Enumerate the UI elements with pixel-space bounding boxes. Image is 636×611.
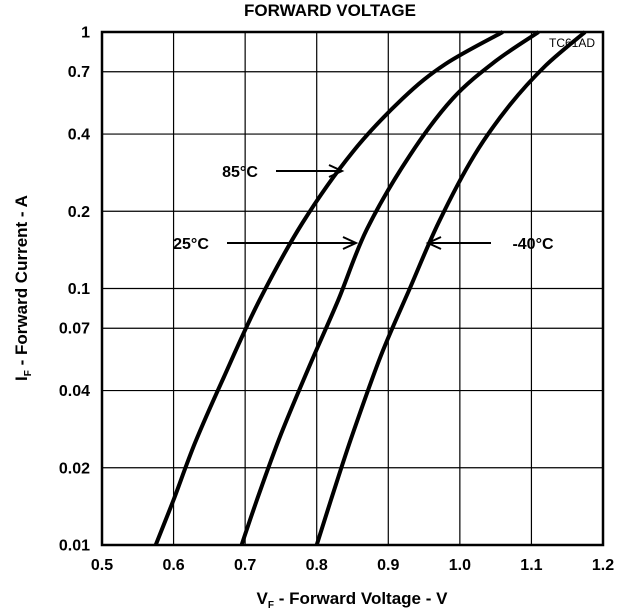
annotation-arrowhead — [342, 236, 359, 250]
annotations: 85°C 25°C -40°C — [173, 164, 554, 253]
x-axis-label-subscript: F — [268, 600, 274, 611]
y-axis-label-main: I — [12, 376, 31, 381]
y-tick-label: 0.2 — [68, 204, 90, 221]
x-tick-label: 1.2 — [592, 557, 614, 574]
y-tick-label: 0.02 — [59, 460, 90, 477]
y-tick-label: 0.4 — [68, 127, 90, 144]
annotation-arrowhead — [425, 236, 442, 250]
curve-25c — [239, 30, 540, 546]
curve-85c — [153, 30, 504, 546]
tick-labels: 0.5 0.6 0.7 0.8 0.9 1.0 1.1 1.2 0.01 0.02 0.04 0.07… — [59, 25, 614, 575]
y-axis-label-rest: - Forward Current - A — [12, 195, 31, 370]
curve-40c — [314, 30, 587, 546]
y-tick-label: 1 — [81, 25, 90, 42]
annotation-label: -40°C — [512, 236, 554, 253]
y-tick-label: 0.04 — [59, 383, 90, 400]
plot-frame — [100, 30, 605, 547]
y-axis-label: IF - Forward Current - A — [12, 195, 34, 381]
annotation-label: 25°C — [173, 236, 209, 253]
curves — [153, 30, 587, 546]
grid — [101, 31, 604, 546]
x-tick-label: 0.6 — [162, 557, 184, 574]
y-tick-label: 0.7 — [68, 64, 90, 81]
x-tick-label: 0.7 — [234, 557, 256, 574]
x-axis-label-main: V — [257, 589, 269, 608]
y-tick-label: 0.01 — [59, 538, 90, 555]
annotation-label: 85°C — [222, 164, 258, 181]
x-tick-label: 1.1 — [520, 557, 542, 574]
x-axis-label-rest: - Forward Voltage - V — [274, 589, 448, 608]
x-axis-label: VF - Forward Voltage - V — [257, 589, 449, 611]
y-tick-label: 0.1 — [68, 281, 90, 298]
y-tick-label: 0.07 — [59, 321, 90, 338]
annotation-arrowhead — [328, 164, 345, 178]
x-tick-label: 0.8 — [306, 557, 328, 574]
y-axis-label-subscript: F — [23, 370, 34, 376]
chart-title: FORWARD VOLTAGE — [244, 1, 416, 20]
x-tick-label: 1.0 — [449, 557, 471, 574]
x-tick-label: 0.5 — [91, 557, 113, 574]
x-tick-label: 0.9 — [377, 557, 399, 574]
